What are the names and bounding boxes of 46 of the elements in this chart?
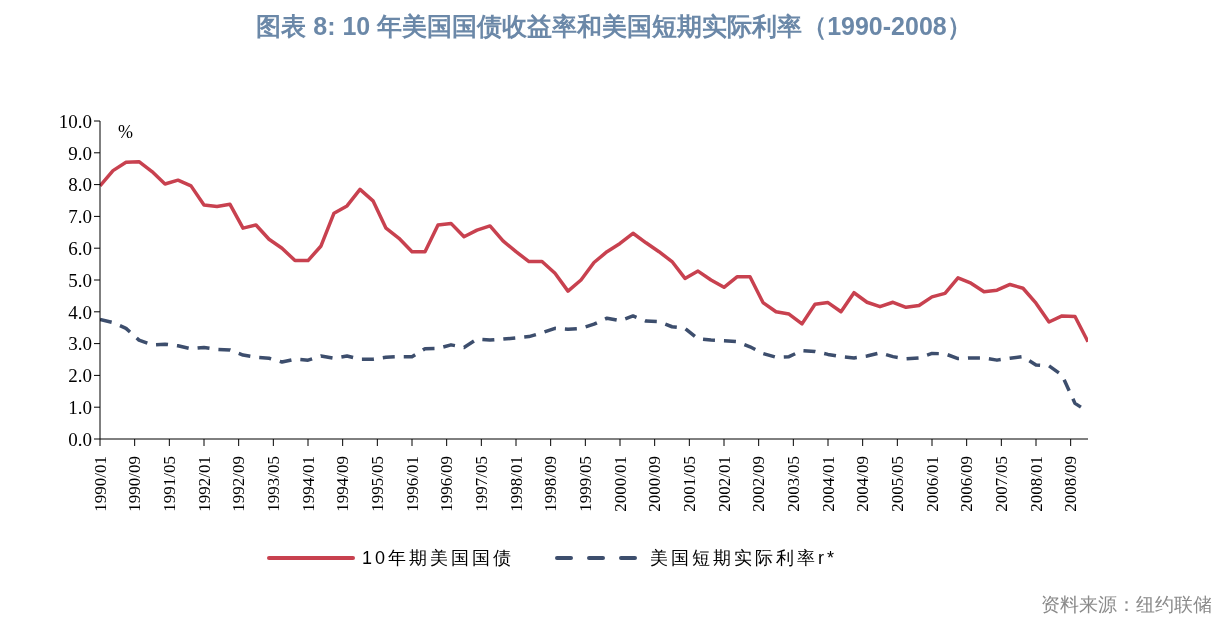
x-tick-label: 2001/05 <box>679 456 699 512</box>
y-tick-label: 2.0 <box>68 365 92 387</box>
y-tick-label: 4.0 <box>68 301 92 323</box>
line-series <box>100 159 1088 344</box>
x-tick-label: 1995/05 <box>367 456 387 512</box>
x-tick-label: 2006/09 <box>957 456 977 512</box>
y-tick-label: 3.0 <box>68 333 92 355</box>
x-tick-label: 1998/09 <box>541 456 561 512</box>
x-tick-label: 1999/05 <box>575 456 595 512</box>
y-tick-label: 1.0 <box>68 396 92 418</box>
x-tick-label: 2004/01 <box>818 456 838 512</box>
x-tick-label: 2004/09 <box>853 456 873 512</box>
x-tick-label: 1996/09 <box>437 456 457 512</box>
x-tick-label: 2000/01 <box>610 456 630 512</box>
x-tick-label: 1996/01 <box>402 456 422 512</box>
x-tick-label: 1994/09 <box>333 456 353 512</box>
x-tick-label: 1997/05 <box>471 456 491 512</box>
y-tick-label: 0.0 <box>68 428 92 450</box>
legend-label: 美国短期实际利率r* <box>650 547 838 570</box>
y-tick-label: 6.0 <box>68 237 92 259</box>
y-tick-label: 10.0 <box>58 110 92 132</box>
x-tick-label: 2002/09 <box>749 456 769 512</box>
x-tick-label: 1993/05 <box>263 456 283 512</box>
legend-label: 10年期美国国债 <box>362 547 515 570</box>
text: 资料来源：纽约联储 <box>1041 593 1212 617</box>
x-tick-label: 2006/01 <box>922 456 942 512</box>
y-tick-label: 8.0 <box>68 174 92 196</box>
x-tick-label: 2005/05 <box>887 456 907 512</box>
x-tick-label: 1990/09 <box>125 456 145 512</box>
x-tick-label: 2003/05 <box>783 456 803 512</box>
chart-title: 图表 8: 10 年美国国债收益率和美国短期实际利率（1990-2008） <box>255 11 973 42</box>
x-tick-label: 1998/01 <box>506 456 526 512</box>
y-axis-title: % <box>118 122 133 143</box>
x-tick-label: 1990/01 <box>90 456 110 512</box>
x-tick-label: 2008/09 <box>1061 456 1081 512</box>
x-tick-label: 2007/05 <box>991 456 1011 512</box>
y-tick-label: 7.0 <box>68 206 92 228</box>
x-tick-label: 1991/05 <box>159 456 179 512</box>
x-tick-label: 1992/01 <box>194 456 214 512</box>
x-tick-label: 2000/09 <box>645 456 665 512</box>
x-tick-label: 1992/09 <box>229 456 249 512</box>
y-tick-label: 5.0 <box>68 269 92 291</box>
y-tick-label: 9.0 <box>68 142 92 164</box>
x-tick-label: 2002/01 <box>714 456 734 512</box>
x-tick-label: 2008/01 <box>1026 456 1046 512</box>
x-tick-label: 1994/01 <box>298 456 318 512</box>
